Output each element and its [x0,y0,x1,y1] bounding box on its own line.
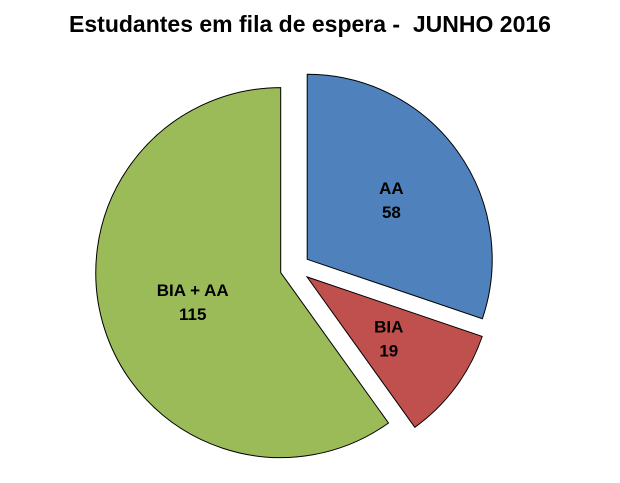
pie-slice-label-bia: BIA 19 [374,318,403,361]
pie-slice-aa [306,73,493,320]
pie-slice-bia [305,275,483,428]
chart-title: Estudantes em fila de espera - JUNHO 201… [69,11,551,37]
pie-slice-label-aa: AA 58 [379,179,404,222]
pie-slice-label-bia-aa: BIA + AA 115 [157,281,229,324]
pie-slice-bia-aa [95,87,390,459]
